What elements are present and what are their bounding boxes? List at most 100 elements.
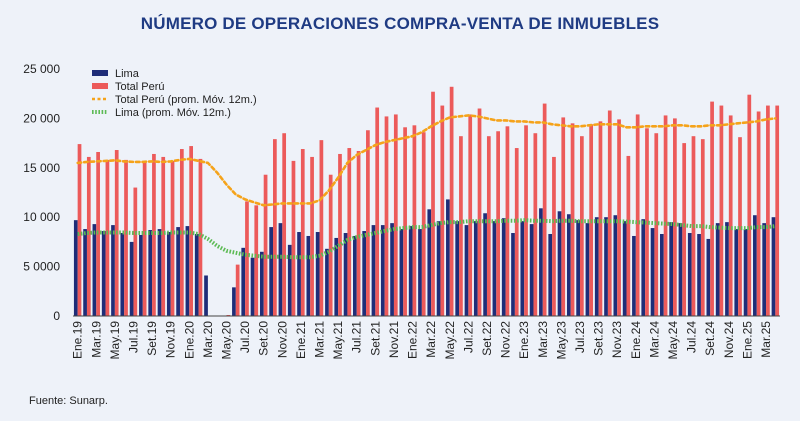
bar-total-peru [440,105,445,316]
bar-lima [259,251,264,316]
x-tick-label: May.22 [443,321,457,360]
bar-lima [762,223,767,316]
bar-total-peru [105,159,110,316]
bar-lima [362,231,367,316]
bar-lima [92,224,97,316]
y-axis: 0 5 0000 10 000 15 000 20 000 25 000 [23,62,60,323]
bar-total-peru [291,160,296,316]
bar-total-peru [282,133,287,316]
bar-series [73,86,780,317]
bar-lima [520,221,525,316]
bar-lima [604,217,608,316]
bar-total-peru [77,144,82,316]
bar-lima [585,223,590,316]
x-tick-label: Nov.23 [610,321,624,358]
bar-total-peru [179,149,184,316]
y-tick-label: 20 000 [23,111,60,125]
bar-lima [315,232,320,316]
bar-total-peru [347,148,352,316]
bar-total-peru [254,205,259,316]
bar-total-peru [310,156,314,316]
bar-lima [427,209,432,316]
line-total-peru-moving-average [76,114,777,207]
bar-lima [371,225,376,316]
bar-lima [566,214,571,316]
bar-total-peru [366,130,370,316]
bar-lima [343,233,348,316]
x-tick-label: Ene.21 [294,321,308,359]
x-tick-label: Mar.23 [536,321,550,358]
bar-lima [278,223,283,316]
bar-lima [269,227,274,316]
chart-title: NÚMERO DE OPERACIONES COMPRA-VENTA DE IN… [140,14,660,33]
x-tick-label: Set.23 [592,321,606,356]
x-tick-label: Mar.19 [89,321,103,358]
bar-total-peru [505,126,510,316]
bar-lima [743,229,748,316]
bar-total-peru [393,114,398,316]
x-tick-label: Nov.21 [387,321,401,358]
bar-lima [455,221,460,316]
bar-lima [483,213,487,316]
x-tick-label: Jul.22 [461,321,475,353]
bar-total-peru [719,105,724,316]
x-tick-label: Mar.21 [313,321,327,358]
bar-lima [306,235,311,316]
bar-lima [297,232,301,316]
x-tick-label: Nov.20 [275,321,289,358]
bar-lima [501,218,506,316]
x-tick-label: Jul.21 [350,321,364,353]
bar-total-peru [598,121,603,316]
bar-total-peru [626,155,631,316]
bar-lima [111,225,115,316]
bar-lima [120,233,125,316]
bar-lima [734,229,739,316]
x-tick-label: Set.20 [257,321,271,356]
x-tick-label: Nov.22 [499,321,513,358]
source-note: Fuente: Sunarp. [29,395,108,407]
legend-label: Total Perú [115,81,165,93]
x-tick-label: Set.22 [480,321,494,356]
x-tick-label: Jul.23 [573,321,587,353]
line-lima-moving-average [77,218,776,260]
bar-total-peru [747,94,752,316]
moving-average-lines [76,114,777,260]
bar-total-peru [524,125,528,316]
bar-total-peru [133,187,138,316]
bar-total-peru [561,117,566,316]
bar-total-peru [607,110,612,316]
bar-total-peru [245,201,249,316]
bar-total-peru [375,107,380,316]
bar-total-peru [403,127,407,317]
bar-total-peru [124,159,128,316]
bar-lima [641,219,646,316]
bar-lima [166,232,171,316]
y-tick-label: 25 000 [23,62,60,76]
bar-total-peru [738,137,742,316]
bar-lima [287,244,292,316]
bar-total-peru [533,133,538,316]
bar-total-peru [552,156,556,316]
bar-lima [176,227,180,316]
bar-lima [659,233,664,316]
bar-lima [148,230,153,316]
bar-total-peru [431,91,435,316]
bar-lima [418,229,422,316]
bar-lima [511,233,515,316]
x-tick-label: May.23 [554,321,568,360]
bar-total-peru [86,156,91,316]
x-tick-label: May.21 [331,321,345,360]
bar-total-peru [161,156,166,316]
bar-lima [753,215,757,316]
y-tick-label: 10 000 [23,210,60,224]
x-tick-label: Nov.19 [164,321,178,358]
bar-lima [250,257,255,316]
bar-lima [557,211,562,316]
bar-lima [687,233,692,316]
bar-lima [492,221,497,316]
bar-lima [101,231,106,316]
bar-total-peru [654,133,659,316]
bar-total-peru [756,111,761,316]
bar-lima [576,220,580,316]
